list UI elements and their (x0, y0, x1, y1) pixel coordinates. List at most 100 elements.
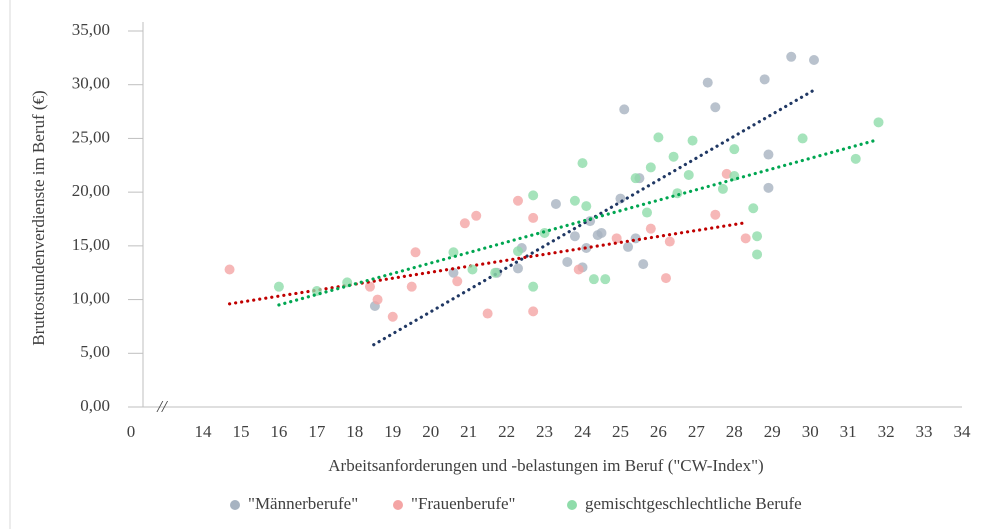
y-tick-label: 35,00 (72, 20, 110, 39)
scatter-point (512, 195, 523, 206)
y-axis-label: Bruttostundenverdienste im Beruf (€) (29, 90, 48, 345)
y-tick-label: 15,00 (72, 235, 110, 254)
x-tick-label: 25 (612, 422, 629, 441)
scatter-point (721, 168, 732, 179)
x-tick-label: 17 (308, 422, 326, 441)
scatter-point (600, 274, 611, 285)
scatter-point (387, 311, 398, 322)
y-tick-label: 0,00 (80, 396, 110, 415)
scatter-point (512, 246, 523, 257)
scatter-point (710, 102, 721, 113)
scatter-point (224, 264, 235, 275)
scatter-point (528, 281, 539, 292)
scatter-point (528, 306, 539, 317)
x-tick-label: 31 (840, 422, 857, 441)
x-tick-label: 29 (764, 422, 781, 441)
scatter-point (372, 294, 383, 305)
scatter-point (642, 207, 653, 218)
x-tick-label: 0 (127, 422, 136, 441)
scatter-point (528, 212, 539, 223)
legend-marker (567, 500, 577, 510)
x-tick-label: 23 (536, 422, 553, 441)
scatter-point (528, 190, 539, 201)
x-tick-label: 24 (574, 422, 592, 441)
scatter-point (585, 216, 596, 227)
scatter-point (638, 259, 649, 270)
x-tick-label: 15 (232, 422, 249, 441)
x-tick-label: 18 (346, 422, 363, 441)
x-tick-label: 22 (498, 422, 515, 441)
scatter-point (623, 241, 634, 252)
scatter-point (588, 274, 599, 285)
scatter-point (550, 198, 561, 209)
scatter-point (645, 223, 656, 234)
scatter-point (752, 231, 763, 242)
legend-marker (230, 500, 240, 510)
scatter-point (717, 183, 728, 194)
legend-label: gemischtgeschlechtliche Berufe (585, 494, 802, 513)
scatter-point (710, 209, 721, 220)
scatter-point (569, 231, 580, 242)
x-tick-label: 19 (384, 422, 401, 441)
scatter-point (596, 227, 607, 238)
scatter-point (611, 233, 622, 244)
x-tick-label: 28 (726, 422, 743, 441)
scatter-point (664, 236, 675, 247)
scatter-point (410, 247, 421, 258)
x-tick-label: 26 (650, 422, 667, 441)
scatter-point (740, 233, 751, 244)
scatter-point (630, 173, 641, 184)
scatter-point (512, 263, 523, 274)
y-tick-label: 10,00 (72, 288, 110, 307)
scatter-point (748, 203, 759, 214)
y-tick-label: 30,00 (72, 74, 110, 93)
scatter-point (729, 144, 740, 155)
scatter-point (763, 182, 774, 193)
scatter-point (668, 151, 679, 162)
x-axis-label: Arbeitsanforderungen und -belastungen im… (328, 456, 763, 475)
scatter-point (459, 218, 470, 229)
y-tick-label: 5,00 (80, 342, 110, 361)
scatter-point (808, 55, 819, 66)
scatter-point (786, 51, 797, 62)
x-tick-label: 30 (802, 422, 819, 441)
scatter-point (581, 201, 592, 212)
legend-marker (393, 500, 403, 510)
scatter-point (406, 281, 417, 292)
y-tick-label: 25,00 (72, 127, 110, 146)
scatter-point (683, 169, 694, 180)
axis-break: // (156, 397, 169, 416)
scatter-point (364, 281, 375, 292)
x-tick-label: 20 (422, 422, 439, 441)
x-tick-label: 27 (688, 422, 706, 441)
scatter-point (645, 162, 656, 173)
scatter-point (759, 74, 770, 85)
scatter-point (273, 281, 284, 292)
x-tick-label: 33 (916, 422, 933, 441)
scatter-point (653, 132, 664, 143)
scatter-point (615, 193, 626, 204)
legend-label: "Frauenberufe" (411, 494, 516, 513)
scatter-point (752, 249, 763, 260)
scatter-point (569, 195, 580, 206)
scatter-point (660, 273, 671, 284)
scatter-point (452, 276, 463, 287)
scatter-point (471, 210, 482, 221)
scatter-point (448, 247, 459, 258)
trendline (277, 137, 881, 307)
scatter-point (619, 104, 630, 115)
x-tick-label: 16 (270, 422, 287, 441)
scatter-point (763, 149, 774, 160)
scatter-point (490, 267, 501, 278)
x-tick-label: 14 (195, 422, 213, 441)
scatter-point (687, 135, 698, 146)
scatter-point (482, 308, 493, 319)
scatter-point (448, 267, 459, 278)
trendline (372, 88, 816, 347)
scatter-point (702, 77, 713, 88)
scatter-point (562, 256, 573, 267)
scatter-point (467, 264, 478, 275)
scatter-point (573, 264, 584, 275)
